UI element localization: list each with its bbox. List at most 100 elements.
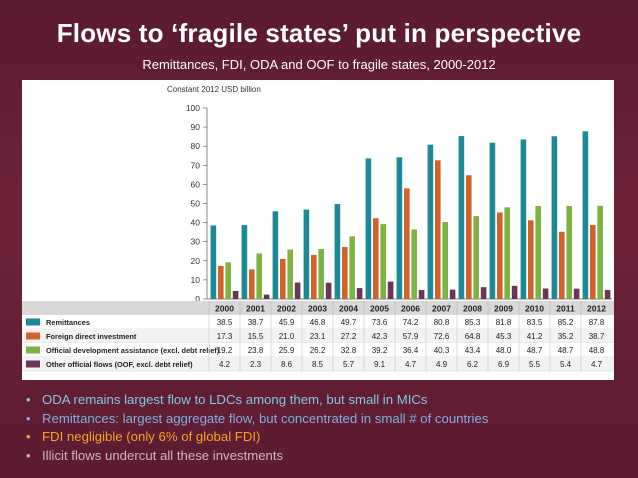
y-tick-label: 50	[191, 199, 201, 209]
data-label: 87.8	[589, 318, 605, 327]
data-label: 15.5	[248, 332, 264, 341]
y-tick-label: 60	[191, 179, 201, 189]
data-label: 5.4	[560, 360, 572, 369]
bullet-item-fdi: • FDI negligible (only 6% of global FDI)	[22, 428, 614, 447]
bar	[466, 175, 472, 299]
data-label: 42.3	[372, 332, 388, 341]
bar	[342, 247, 348, 299]
bar	[218, 265, 224, 299]
bullet-dot: •	[26, 410, 31, 426]
bar	[356, 288, 363, 299]
data-label: 83.5	[527, 318, 543, 327]
data-label: 64.8	[465, 332, 481, 341]
data-label: 6.2	[467, 360, 479, 369]
x-tick-label: 2010	[525, 304, 544, 314]
bar	[449, 289, 456, 299]
bar	[542, 288, 549, 299]
data-label: 72.6	[434, 332, 450, 341]
y-tick-label: 30	[191, 237, 201, 247]
data-label: 48.7	[527, 346, 543, 355]
bullet-dot: •	[26, 447, 31, 463]
data-label: 43.4	[465, 346, 481, 355]
bar	[373, 218, 379, 299]
bar	[396, 157, 403, 299]
x-tick-label: 2004	[339, 304, 358, 314]
slide-title: Flows to ‘fragile states’ put in perspec…	[56, 18, 582, 48]
data-label: 19.2	[217, 346, 233, 355]
data-label: 85.3	[465, 318, 481, 327]
data-label: 27.2	[341, 332, 357, 341]
data-label: 26.2	[310, 346, 326, 355]
bar	[504, 207, 510, 299]
x-tick-label: 2002	[277, 304, 296, 314]
bar	[349, 236, 355, 299]
y-tick-label: 20	[191, 256, 201, 266]
data-label: 23.8	[248, 346, 264, 355]
data-label: 8.5	[312, 360, 324, 369]
bar	[280, 258, 286, 299]
bar	[294, 282, 301, 299]
data-label: 73.6	[372, 318, 388, 327]
data-label: 85.2	[558, 318, 574, 327]
data-label: 23.1	[310, 332, 326, 341]
table-row-band	[22, 329, 614, 343]
x-tick-label: 2011	[556, 304, 575, 314]
bar	[511, 285, 518, 299]
legend-swatch	[26, 360, 40, 368]
y-unit-label: Constant 2012 USD billion	[167, 85, 261, 94]
data-label: 48.7	[558, 346, 574, 355]
y-tick-label: 90	[191, 122, 201, 132]
y-tick-label: 40	[191, 218, 201, 228]
data-label: 48.8	[589, 346, 605, 355]
data-label: 35.2	[558, 332, 574, 341]
bar	[225, 262, 231, 299]
data-label: 48.0	[496, 346, 512, 355]
x-tick-label: 2006	[401, 304, 420, 314]
bar	[303, 209, 310, 299]
table-row-band	[22, 357, 614, 371]
bar	[435, 160, 441, 299]
bar	[520, 139, 527, 299]
bar	[380, 224, 386, 299]
bar	[489, 142, 496, 299]
legend-swatch	[26, 318, 40, 326]
table-row-band	[22, 315, 614, 329]
bar	[418, 290, 425, 299]
bar	[497, 212, 503, 299]
bar	[325, 282, 332, 299]
data-label: 5.5	[529, 360, 541, 369]
bar	[404, 188, 410, 299]
bar	[573, 288, 580, 299]
bar	[427, 144, 434, 299]
bar	[566, 205, 572, 299]
bullet-dot: •	[26, 392, 31, 407]
bullet-text: ODA remains largest flow to LDCs among t…	[42, 392, 428, 407]
data-label: 4.7	[591, 360, 603, 369]
data-label: 4.2	[219, 360, 231, 369]
x-tick-label: 2008	[463, 304, 482, 314]
data-label: 38.5	[217, 318, 233, 327]
data-label: 40.3	[434, 346, 450, 355]
legend-label: Foreign direct investment	[46, 332, 137, 341]
bar	[597, 205, 603, 299]
table-header-band	[22, 301, 614, 315]
bar	[551, 136, 558, 299]
bar	[535, 205, 541, 299]
legend-swatch	[26, 346, 40, 354]
bar	[318, 248, 324, 299]
bar	[365, 158, 372, 299]
data-label: 4.7	[405, 360, 417, 369]
y-tick-label: 80	[191, 141, 201, 151]
table-row-band	[22, 343, 614, 357]
bullet-text: Illicit flows undercut all these investm…	[42, 447, 284, 463]
data-label: 45.3	[496, 332, 512, 341]
data-label: 38.7	[589, 332, 605, 341]
x-tick-label: 2001	[246, 304, 265, 314]
chart-panel: Constant 2012 USD billion 0 10 20 30 40 50 60 70…	[22, 80, 614, 380]
bar	[249, 269, 255, 299]
x-tick-label: 2005	[370, 304, 389, 314]
bar	[334, 204, 341, 299]
bar	[582, 131, 589, 299]
y-tick-label: 100	[186, 103, 200, 113]
data-label: 81.8	[496, 318, 512, 327]
